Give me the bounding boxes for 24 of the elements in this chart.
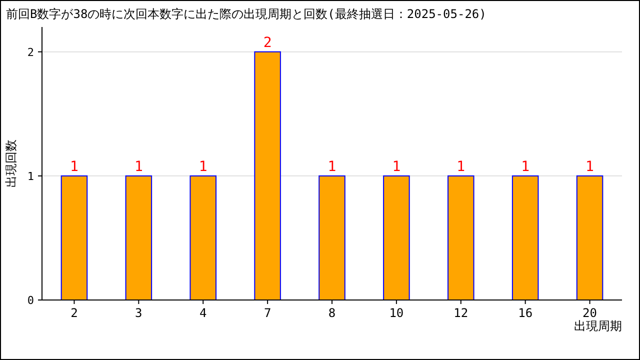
data-label: 1 <box>70 158 78 175</box>
data-label: 1 <box>521 158 530 175</box>
y-tick-label: 2 <box>27 46 34 59</box>
x-tick-label: 12 <box>454 306 468 320</box>
x-tick-label: 4 <box>199 306 207 320</box>
x-tick-label: 20 <box>582 306 598 320</box>
chart-title: 前回B数字が38の時に次回本数字に出た際の出現周期と回数(最終抽選日：2025-05-26) <box>6 7 486 21</box>
y-tick-label: 0 <box>27 294 34 307</box>
x-tick-label: 16 <box>518 306 533 320</box>
data-label: 1 <box>328 158 336 175</box>
data-label: 1 <box>134 158 143 175</box>
data-label: 1 <box>456 158 466 175</box>
data-label: 1 <box>392 158 401 175</box>
x-tick-label: 10 <box>389 306 404 320</box>
data-label: 2 <box>263 34 272 51</box>
x-tick-label: 8 <box>328 306 336 320</box>
data-label: 1 <box>586 158 594 175</box>
x-axis-title: 出現周期 <box>574 319 622 333</box>
data-label: 1 <box>198 158 208 175</box>
y-axis-title: 出現回数 <box>4 140 18 188</box>
x-tick-label: 2 <box>70 306 78 320</box>
y-tick-label: 1 <box>27 170 34 183</box>
x-tick-label: 3 <box>135 306 142 320</box>
x-tick-label: 7 <box>264 306 272 320</box>
